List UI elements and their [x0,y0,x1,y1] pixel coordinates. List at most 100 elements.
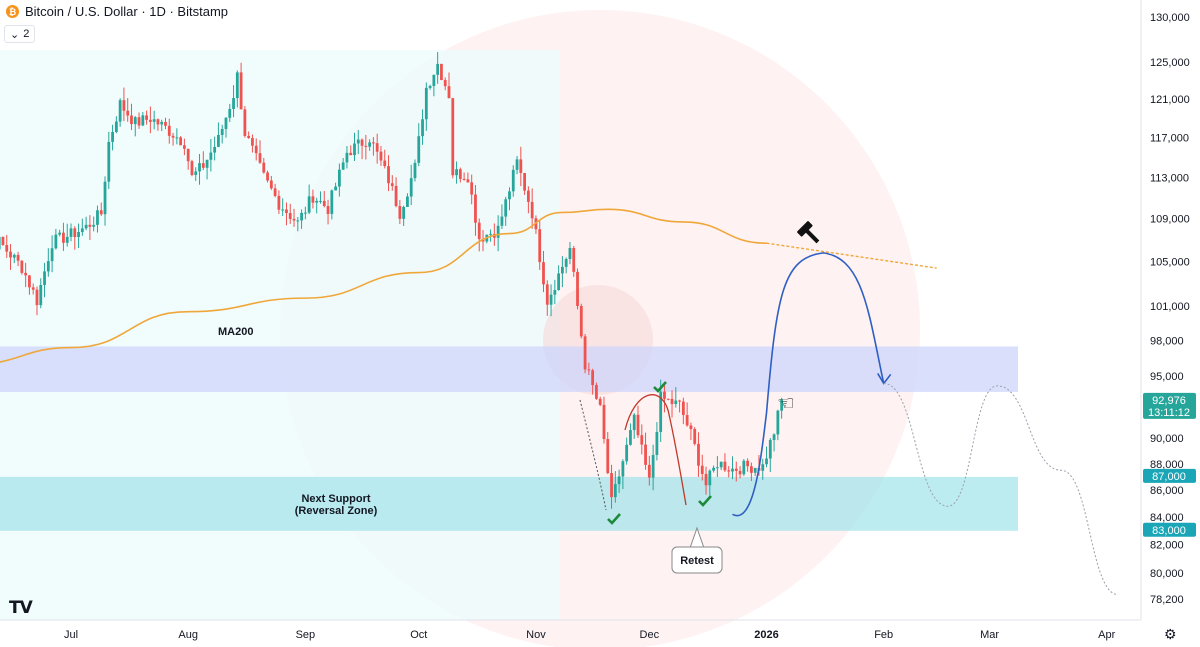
candle-body [126,110,130,116]
y-tick-label: 82,000 [1150,540,1184,552]
y-tick-label: 130,000 [1150,12,1190,24]
ma200-projection [766,242,937,269]
candle-body [523,172,526,191]
candle-body [742,460,746,475]
bitcoin-icon: ₿ [6,5,19,18]
candle-body [727,470,731,472]
candle-body [322,200,326,206]
y-tick-label: 121,000 [1150,94,1190,106]
candle-body [356,139,360,144]
candle-body [477,222,481,240]
candle-body [666,398,670,400]
candle-body [632,414,636,431]
candle-body [394,185,398,207]
candle-body [281,209,285,211]
candle-body [288,212,292,219]
candle-body [20,260,24,273]
candle-body [28,275,31,288]
candle-body [693,429,697,444]
candle-body [576,271,579,306]
candle-body [5,245,9,252]
candle-body [455,169,458,176]
tradingview-logo[interactable]: 𝗧𝗩 [9,598,33,617]
red-arc [624,394,687,506]
level-label-87000-bg [1143,468,1196,483]
candle-body [201,163,205,168]
candle-body [213,146,217,153]
candle-body [659,391,663,432]
symbol-title[interactable]: Bitcoin / U.S. Dollar · 1D · Bitstamp [25,4,228,19]
candle-body [0,236,1,250]
candle-body [217,134,220,147]
candle-body [598,398,602,405]
candle-body [65,236,69,243]
level-label-83000: 83,000 [1152,525,1186,537]
current-price-bg [1143,392,1196,419]
candle-body [16,254,20,261]
candle-body [145,115,148,120]
candle-body [285,209,288,213]
candle-body [73,228,77,238]
candle-body [337,169,341,187]
chart-header: ₿ Bitcoin / U.S. Dollar · 1D · Bitstamp [6,4,228,19]
candle-body [349,152,353,156]
candle-body [96,210,99,225]
candle-body [670,398,674,404]
candle-body [451,98,455,176]
candle-body [719,461,723,468]
candle-body [557,273,561,291]
candle-body [92,224,96,227]
candle-body [341,162,345,170]
candle-body [674,400,678,404]
candle-body [156,119,160,125]
candle-body [704,473,708,486]
candle-body [413,162,417,179]
candle-body [587,369,591,371]
candle-body [697,443,700,466]
candle-body [595,385,598,399]
candle-body [58,232,62,235]
candle-body [398,206,402,219]
candle-body [561,266,564,274]
candle-body [772,434,776,440]
candle-body [629,430,632,445]
candle-body [602,404,606,440]
candle-body [511,169,515,192]
badge-count: 2 [23,28,30,40]
candle-body [235,72,239,99]
candle-body [46,261,50,272]
current-price-label: 92,976 [1152,395,1186,407]
candle-body [209,152,213,160]
candle-body [387,166,390,184]
candle-body [678,400,681,402]
x-tick-label: Nov [526,629,546,641]
candle-body [606,439,610,474]
candle-body [572,247,576,272]
candle-body [647,464,651,478]
candle-body [500,216,504,226]
y-tick-label: 86,000 [1150,485,1184,497]
gear-icon[interactable]: ⚙ [1164,626,1177,642]
candle-body [133,117,137,125]
indicator-badge[interactable]: ⌄ 2 [4,25,36,43]
candle-body [353,143,356,156]
candle-body [167,125,171,136]
x-tick-label: Oct [410,629,427,641]
candle-body [470,182,474,195]
candle-body [205,159,209,168]
candle-body [152,119,156,122]
candle-body [198,163,201,172]
candle-body [292,218,296,221]
candle-body [564,258,568,267]
ma200-label: MA200 [218,326,253,338]
x-tick-label: Jul [64,629,78,641]
candle-body [553,290,557,295]
candle-body [776,410,780,435]
candle-body [496,225,500,238]
candle-body [262,162,266,173]
retest-box [671,546,723,574]
candle-body [504,199,508,217]
candle-body [254,145,258,154]
candle-body [421,119,424,137]
